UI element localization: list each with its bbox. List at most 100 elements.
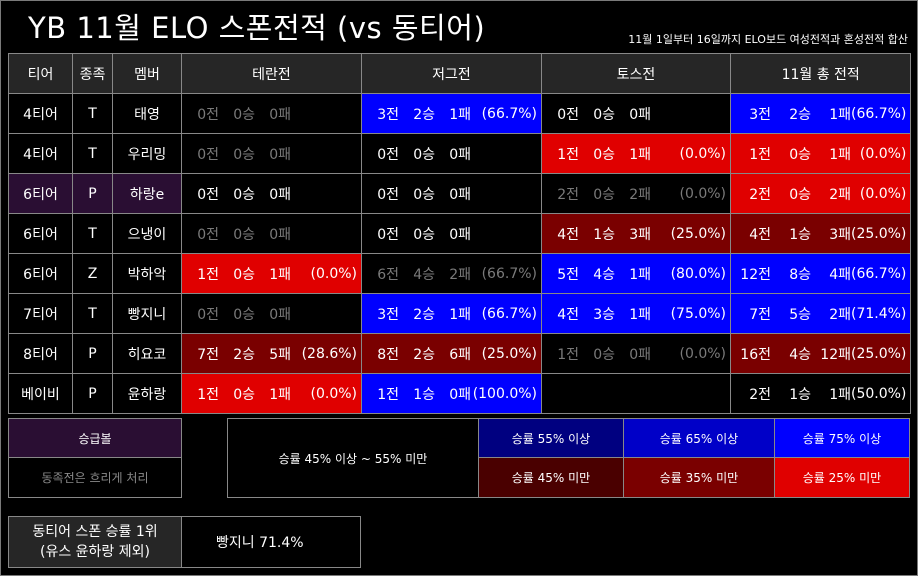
legend-red-35-label: 승률 35% 미만 (659, 471, 739, 485)
losses-count: 6패 (449, 346, 471, 363)
member-cell: 빵지니 (112, 293, 182, 334)
legend-red-45: 승률 45% 미만 (478, 457, 624, 498)
losses-count: 1패 (829, 106, 851, 123)
win-rate: (71.4%) (851, 305, 907, 322)
wins-count: 0승 (233, 266, 255, 283)
losses-count: 1패 (829, 386, 851, 403)
record-cell-vs-protoss: 5전 4승 1패 (80.0%) (541, 253, 731, 294)
wins-count: 0승 (233, 146, 255, 163)
losses-count: 0패 (449, 186, 471, 203)
record-cell-vs-zerg: 0전 0승 0패 (361, 213, 542, 254)
losses-count: 0패 (269, 306, 291, 323)
losses-count: 1패 (629, 266, 651, 283)
win-rate: (66.7%) (481, 305, 537, 322)
record-cell-vs-terran: 7전 2승 5패 (28.6%) (181, 333, 362, 374)
wins-count: 0승 (789, 146, 811, 163)
wins-count: 1승 (413, 386, 435, 403)
win-rate: (66.7%) (851, 105, 907, 122)
table-row: 7티어 T 빵지니 0전 0승 0패 3전 2승 1패 (66.7%) 4전 3승 1패 (75.0%) 7… (8, 293, 912, 334)
record-cell-vs-zerg: 3전 2승 1패 (66.7%) (361, 93, 542, 134)
tier-cell: 8티어 (8, 333, 73, 374)
games-count: 6전 (377, 266, 399, 283)
losses-count: 4패 (829, 266, 851, 283)
race-cell: P (72, 333, 113, 374)
top-rank-label-box: 동티어 스폰 승률 1위 (유스 윤하랑 제외) (8, 516, 182, 568)
wins-count: 0승 (593, 346, 615, 363)
win-rate: (25.0%) (481, 345, 537, 362)
losses-count: 2패 (829, 306, 851, 323)
record-cell-vs-protoss: 2전 0승 2패 (0.0%) (541, 173, 731, 214)
table-row: 6티어 T 으냉이 0전 0승 0패 0전 0승 0패 4전 1승 3패 (25.0%) 4전 1승 3패 (2… (8, 213, 912, 254)
losses-count: 3패 (829, 226, 851, 243)
table-row: 4티어 T 태영 0전 0승 0패 3전 2승 1패 (66.7%) 0전 0승 0패 3전 2승 1패 (66… (8, 93, 912, 134)
record-cell-vs-protoss: 4전 1승 3패 (25.0%) (541, 213, 731, 254)
legend-red-25: 승률 25% 미만 (774, 457, 910, 498)
page-title: YB 11월 ELO 스폰전적 (vs 동티어) (28, 11, 486, 45)
wins-count: 3승 (593, 306, 615, 323)
win-rate: (0.0%) (679, 145, 727, 162)
win-rate: (0.0%) (679, 345, 727, 362)
wins-count: 0승 (593, 106, 615, 123)
header-member: 멤버 (112, 53, 182, 94)
wins-count: 2승 (413, 346, 435, 363)
member-cell: 태영 (112, 93, 182, 134)
race-cell: P (72, 373, 113, 414)
games-count: 12전 (740, 266, 771, 283)
top-rank-value: 빵지니 71.4% (216, 535, 304, 551)
table-body: 4티어 T 태영 0전 0승 0패 3전 2승 1패 (66.7%) 0전 0승 0패 3전 2승 1패 (66… (8, 93, 912, 414)
win-rate: (0.0%) (859, 145, 907, 162)
record-cell-total: 2전 1승 1패 (50.0%) (729, 373, 912, 414)
record-cell-vs-terran: 1전 0승 1패 (0.0%) (181, 373, 362, 414)
games-count: 0전 (197, 306, 219, 323)
losses-count: 0패 (449, 146, 471, 163)
losses-count: 0패 (449, 226, 471, 243)
record-cell-vs-zerg: 1전 1승 0패 (100.0%) (361, 373, 542, 414)
losses-count: 0패 (269, 146, 291, 163)
games-count: 16전 (740, 346, 771, 363)
legend-blue-75: 승률 75% 이상 (774, 418, 910, 458)
legend-blue-75-label: 승률 75% 이상 (802, 431, 882, 446)
games-count: 2전 (557, 186, 579, 203)
wins-count: 0승 (413, 146, 435, 163)
member-cell: 으냉이 (112, 213, 182, 254)
win-rate: (25.0%) (851, 345, 907, 362)
header-race: 종족 (72, 53, 113, 94)
wins-count: 0승 (789, 186, 811, 203)
wins-count: 1승 (593, 226, 615, 243)
losses-count: 1패 (269, 386, 291, 403)
losses-count: 5패 (269, 346, 291, 363)
losses-count: 0패 (629, 106, 651, 123)
losses-count: 0패 (629, 346, 651, 363)
win-rate: (100.0%) (472, 385, 537, 402)
top-rank-label: 동티어 스폰 승률 1위 (유스 윤하랑 제외) (32, 524, 158, 560)
games-count: 0전 (197, 186, 219, 203)
member-cell: 윤하랑 (112, 373, 182, 414)
record-cell-vs-protoss: 0전 0승 0패 (541, 93, 731, 134)
wins-count: 1승 (789, 226, 811, 243)
win-rate: (0.0%) (310, 385, 358, 402)
win-rate: (25.0%) (851, 225, 907, 242)
wins-count: 5승 (789, 306, 811, 323)
games-count: 3전 (377, 306, 399, 323)
header-total: 11월 총 전적 (729, 53, 912, 94)
games-count: 0전 (197, 106, 219, 123)
record-cell-vs-protoss (541, 373, 731, 414)
wins-count: 0승 (233, 306, 255, 323)
wins-count: 2승 (233, 346, 255, 363)
legend-neutral: 승률 45% 이상 ~ 55% 미만 (227, 418, 479, 498)
losses-count: 2패 (629, 186, 651, 203)
losses-count: 1패 (449, 306, 471, 323)
record-cell-vs-terran: 0전 0승 0패 (181, 173, 362, 214)
header-vs-protoss: 토스전 (541, 53, 731, 94)
wins-count: 0승 (593, 146, 615, 163)
games-count: 1전 (557, 146, 579, 163)
wins-count: 0승 (233, 186, 255, 203)
games-count: 3전 (377, 106, 399, 123)
race-cell: T (72, 133, 113, 174)
games-count: 7전 (749, 306, 771, 323)
wins-count: 0승 (413, 186, 435, 203)
table-row: 베이비 P 윤하랑 1전 0승 1패 (0.0%) 1전 1승 0패 (100.0%) 2전 1승 1패(… (8, 373, 912, 414)
tier-cell: 7티어 (8, 293, 73, 334)
record-cell-vs-terran: 0전 0승 0패 (181, 293, 362, 334)
wins-count: 0승 (413, 226, 435, 243)
